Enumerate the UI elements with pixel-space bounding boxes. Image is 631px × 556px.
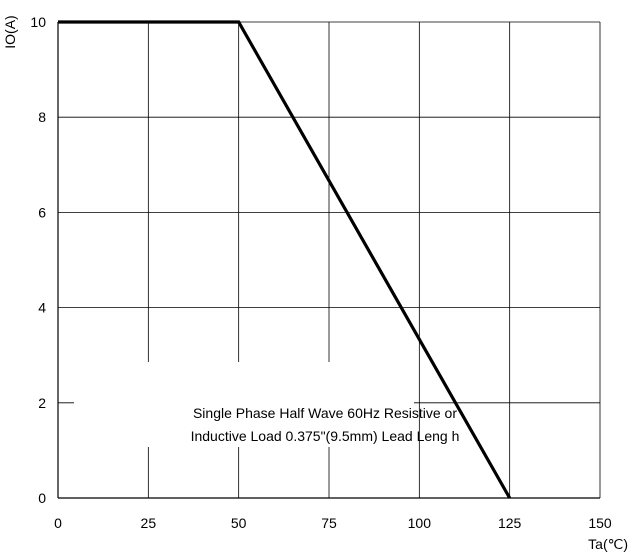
x-tick-label: 150 [588, 515, 612, 531]
y-tick-label: 8 [38, 109, 46, 125]
x-tick-label: 75 [321, 515, 337, 531]
y-axis-title: IO(A) [2, 15, 18, 48]
series [58, 20, 512, 499]
x-axis-title: Ta(℃) [588, 536, 628, 552]
series-line [58, 20, 512, 499]
annotation: Single Phase Half Wave 60Hz Resistive or… [191, 405, 460, 444]
y-tick-label: 6 [38, 204, 46, 220]
x-tick-label: 50 [231, 515, 247, 531]
y-tick-label: 10 [30, 14, 46, 30]
x-tick-labels: 0 25 50 75 100 125 150 [54, 515, 612, 531]
annotation-background [74, 362, 414, 447]
annotation-line-2: Inductive Load 0.375"(9.5mm) Lead Leng h [191, 428, 460, 444]
y-tick-label: 4 [38, 300, 46, 316]
grid [57, 21, 601, 499]
y-tick-label: 0 [38, 490, 46, 506]
y-tick-label: 2 [38, 395, 46, 411]
annotation-line-1: Single Phase Half Wave 60Hz Resistive or [193, 405, 457, 421]
x-tick-label: 25 [141, 515, 157, 531]
x-tick-label: 125 [498, 515, 522, 531]
x-tick-label: 100 [408, 515, 432, 531]
y-tick-labels: 0 2 4 6 8 10 [30, 14, 46, 506]
x-tick-label: 0 [54, 515, 62, 531]
